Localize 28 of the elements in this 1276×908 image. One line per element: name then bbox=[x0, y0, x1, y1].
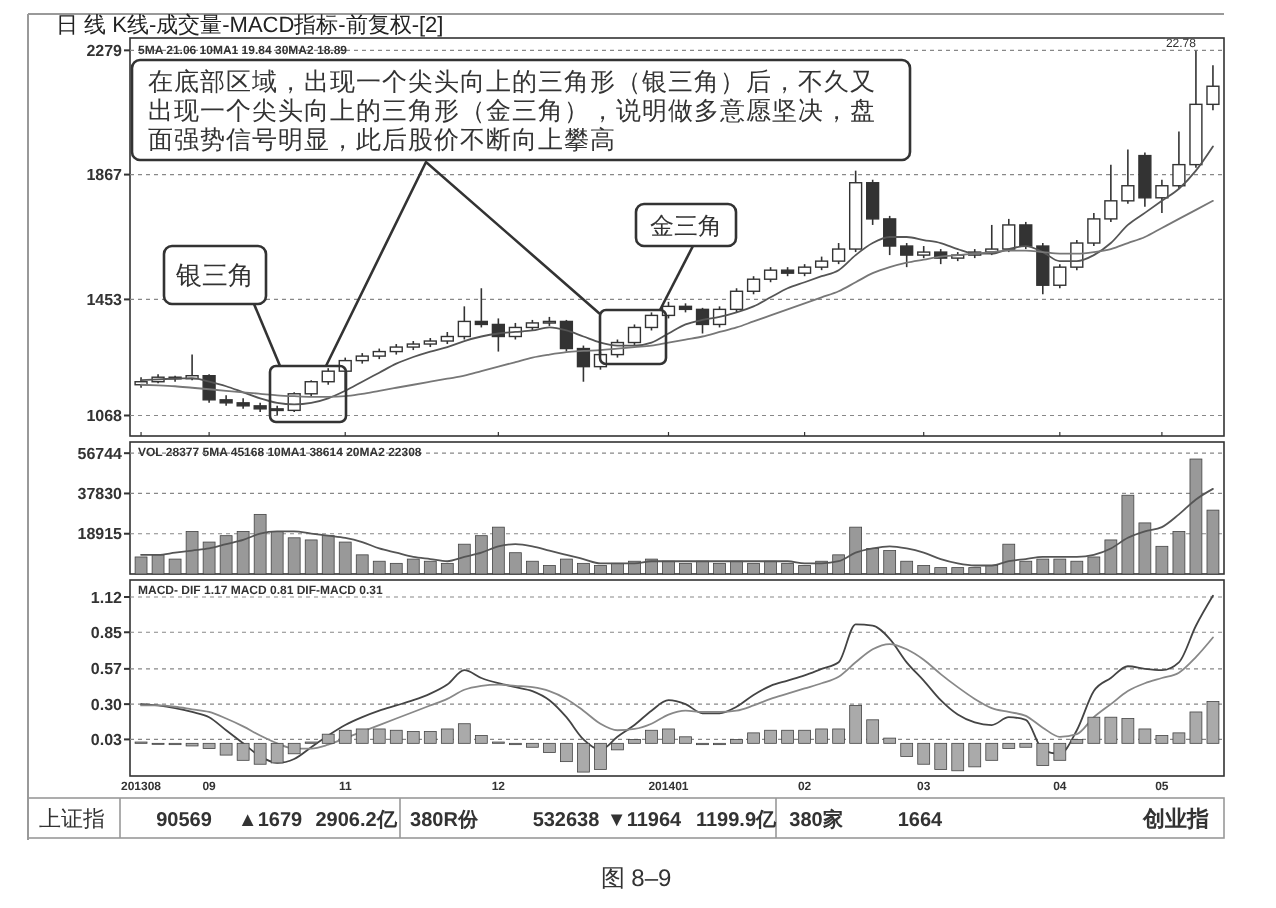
text: 380R份 bbox=[410, 808, 480, 832]
text: 2906.2亿 bbox=[315, 808, 399, 832]
text: 380家 bbox=[789, 808, 843, 832]
text: 90569 bbox=[156, 810, 213, 832]
y-tick-label: 1453 bbox=[86, 291, 124, 310]
text: 上证指 bbox=[39, 806, 105, 832]
y-tick-label: 1867 bbox=[86, 166, 124, 185]
y-tick-label: 37830 bbox=[77, 485, 124, 504]
chart-title: 日 线 K线-成交量-MACD指标-前复权-[2] bbox=[56, 12, 444, 38]
y-tick-label: 0.03 bbox=[90, 731, 124, 750]
annotation: 金三角 bbox=[650, 212, 722, 240]
text: ▲1679 bbox=[237, 810, 304, 832]
annotation: 在底部区域，出现一个尖头向上的三角形（银三角）后，不久又出现一个尖头向上的三角形（金三角），说明做多意愿坚决，盘面强势信号明显，此后股价不断向上攀高 bbox=[148, 68, 876, 154]
y-tick-label: 56744 bbox=[77, 444, 124, 463]
caption: 图 8–9 bbox=[600, 864, 672, 892]
y-tick-label: 2279 bbox=[86, 41, 124, 60]
text: 532638 bbox=[532, 810, 601, 832]
text: ▼11964 bbox=[606, 810, 683, 832]
text: 1199.9亿 bbox=[695, 808, 779, 832]
y-tick-label: 0.30 bbox=[90, 695, 124, 714]
y-tick-label: 1.12 bbox=[90, 588, 124, 607]
y-tick-label: 0.57 bbox=[90, 660, 124, 679]
y-tick-label: 18915 bbox=[77, 525, 124, 544]
text: 创业指 bbox=[1141, 806, 1209, 832]
y-tick-label: 0.85 bbox=[90, 623, 124, 642]
annotation: 银三角 bbox=[174, 260, 254, 290]
text: 1664 bbox=[897, 810, 944, 832]
y-tick-label: 1068 bbox=[86, 407, 124, 426]
